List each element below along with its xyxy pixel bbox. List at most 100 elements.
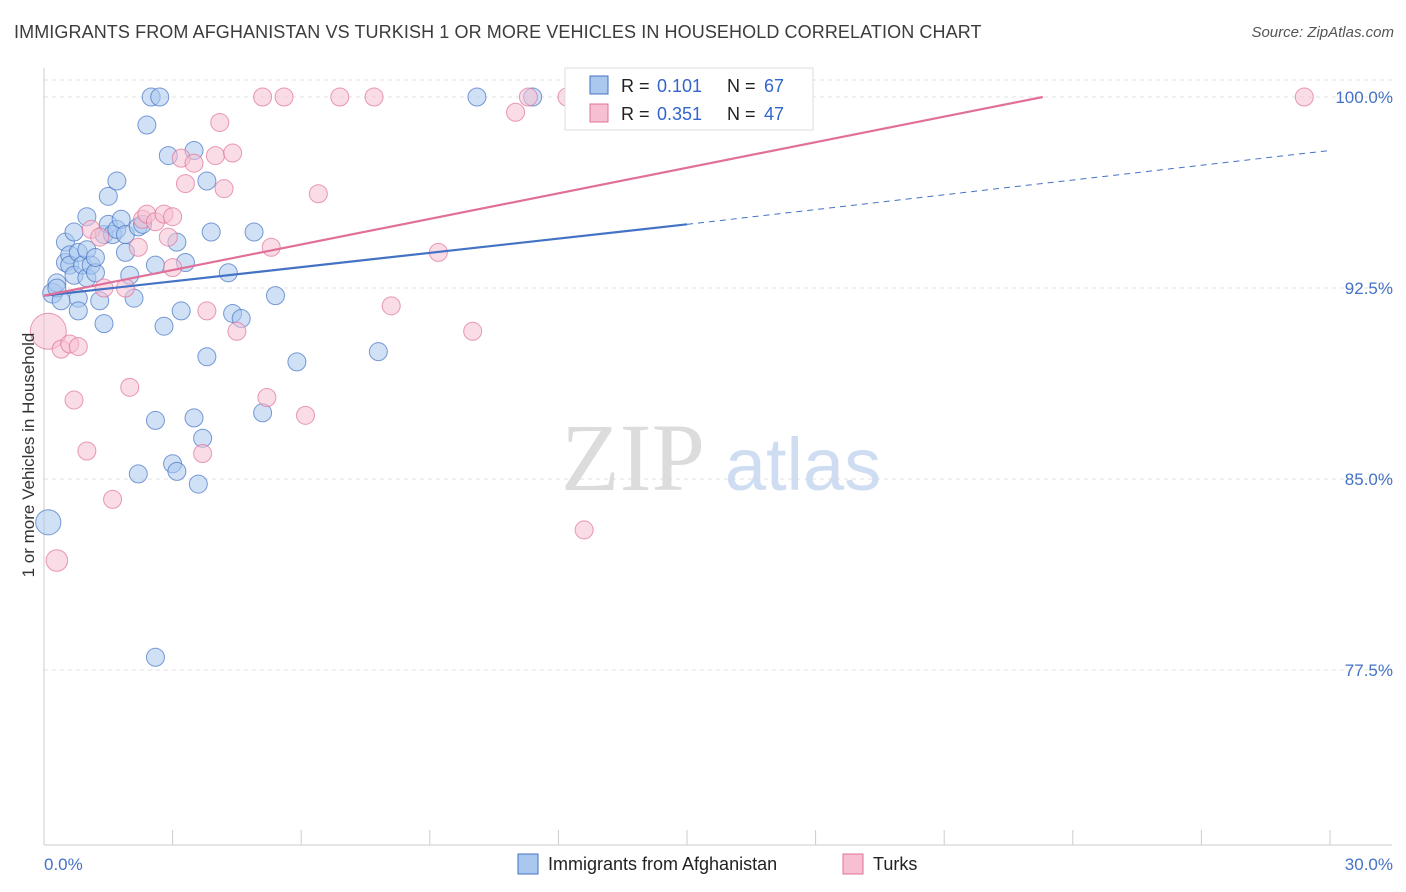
- y-tick-label-2: 92.5%: [1345, 279, 1393, 298]
- turks-point-24: [197, 301, 217, 321]
- series-afghanistan: [35, 87, 543, 667]
- turks-point-21: [175, 174, 195, 194]
- axes: [43, 68, 1392, 846]
- turks-point-32: [261, 237, 281, 257]
- trend-afghanistan-solid: [43, 223, 688, 297]
- afghanistan-point-57: [265, 286, 285, 306]
- x-tick-label-0: 0.0%: [44, 855, 83, 874]
- afghanistan-point-55: [244, 222, 264, 242]
- y-axis-label: 1 or more Vehicles in Household: [19, 333, 38, 578]
- legend-swatch-pink: [589, 103, 609, 123]
- trend-afghanistan-dashed: [686, 149, 1331, 225]
- turks-point-34: [295, 405, 315, 425]
- turks-point-45: [1294, 87, 1314, 107]
- x-tick-labels: 0.0% 30.0%: [44, 855, 1393, 874]
- turks-point-22: [184, 153, 204, 173]
- afghanistan-point-43: [171, 301, 191, 321]
- afghanistan-point-58: [287, 352, 307, 372]
- afghanistan-point-49: [197, 171, 217, 191]
- turks-point-19: [163, 258, 183, 278]
- afghanistan-point-45: [184, 408, 204, 428]
- bottom-legend-swatch-pink: [842, 853, 864, 875]
- turks-point-13: [128, 237, 148, 257]
- source-label: Source: ZipAtlas.com: [1251, 24, 1394, 41]
- legend-swatch-blue: [589, 75, 609, 95]
- chart-title: IMMIGRANTS FROM AFGHANISTAN VS TURKISH 1…: [14, 22, 982, 42]
- afghanistan-point-11: [68, 301, 88, 321]
- legend-n-value-pink: 47: [764, 104, 784, 124]
- series-turks: [29, 87, 1314, 572]
- afghanistan-point-52: [218, 263, 238, 283]
- trend-lines: [43, 95, 1331, 297]
- watermark-atlas: atlas: [725, 423, 881, 506]
- watermark-zip: ZIP: [561, 404, 705, 511]
- turks-point-0: [29, 312, 67, 350]
- afghanistan-point-20: [94, 314, 114, 334]
- afghanistan-point-18: [85, 247, 105, 267]
- turks-point-41: [506, 102, 526, 122]
- bottom-legend-label-pink: Turks: [873, 854, 917, 874]
- turks-point-1: [45, 549, 69, 572]
- turks-point-29: [227, 321, 247, 341]
- afghanistan-point-38: [154, 316, 174, 336]
- legend-r-value-pink: 0.351: [657, 104, 702, 124]
- grid-lines: [44, 79, 1392, 671]
- legend-r-label-blue: R =: [621, 76, 650, 96]
- turks-point-44: [574, 520, 594, 540]
- turks-point-28: [223, 143, 243, 163]
- turks-point-10: [103, 489, 123, 509]
- watermark: ZIP atlas: [561, 404, 881, 511]
- turks-point-25: [205, 146, 225, 166]
- turks-point-36: [330, 87, 350, 107]
- afghanistan-point-31: [128, 464, 148, 484]
- turks-point-8: [90, 227, 110, 247]
- x-tick-label-1: 30.0%: [1345, 855, 1393, 874]
- turks-point-40: [463, 321, 483, 341]
- legend-r-value-blue: 0.101: [657, 76, 702, 96]
- turks-point-18: [158, 227, 178, 247]
- y-tick-labels: 77.5% 85.0% 92.5% 100.0%: [1335, 88, 1393, 680]
- legend-r-label-pink: R =: [621, 104, 650, 124]
- trend-turks: [43, 95, 1044, 297]
- turks-point-26: [210, 112, 230, 132]
- legend-n-label-blue: N =: [727, 76, 756, 96]
- turks-point-27: [214, 179, 234, 199]
- turks-point-42: [518, 87, 538, 107]
- y-tick-label-0: 77.5%: [1345, 661, 1393, 680]
- y-tick-label-1: 85.0%: [1345, 470, 1393, 489]
- legend-top: R = 0.101 N = 67 R = 0.351 N = 47: [564, 67, 814, 131]
- turks-point-6: [77, 441, 97, 461]
- turks-point-12: [120, 377, 140, 397]
- afghanistan-point-21: [98, 186, 118, 206]
- turks-point-46: [163, 207, 183, 227]
- afghanistan-point-41: [167, 461, 187, 481]
- turks-point-37: [364, 87, 384, 107]
- afghanistan-point-25: [107, 171, 127, 191]
- turks-point-38: [381, 296, 401, 316]
- legend-n-value-blue: 67: [764, 76, 784, 96]
- afghanistan-point-33: [137, 115, 157, 135]
- afghanistan-point-51: [201, 222, 221, 242]
- turks-point-35: [308, 184, 328, 204]
- turks-point-4: [64, 390, 84, 410]
- turks-point-33: [274, 87, 294, 107]
- afghanistan-point-47: [188, 474, 208, 494]
- turks-point-30: [253, 87, 273, 107]
- bottom-legend-label-blue: Immigrants from Afghanistan: [548, 854, 777, 874]
- bottom-legend-swatch-blue: [517, 853, 539, 875]
- turks-point-5: [68, 337, 88, 357]
- legend-bottom: Immigrants from Afghanistan Turks: [517, 853, 917, 875]
- afghanistan-point-59: [368, 342, 388, 362]
- legend-n-label-pink: N =: [727, 104, 756, 124]
- turks-point-31: [257, 388, 277, 408]
- afghanistan-point-60: [467, 87, 487, 107]
- afghanistan-point-50: [197, 347, 217, 367]
- afghanistan-point-0: [35, 509, 62, 536]
- afghanistan-point-37: [150, 87, 170, 107]
- afghanistan-point-64: [64, 222, 84, 242]
- afghanistan-point-36: [145, 410, 165, 430]
- y-tick-label-3: 100.0%: [1335, 88, 1393, 107]
- afghanistan-point-62: [145, 647, 165, 667]
- turks-point-23: [193, 444, 213, 464]
